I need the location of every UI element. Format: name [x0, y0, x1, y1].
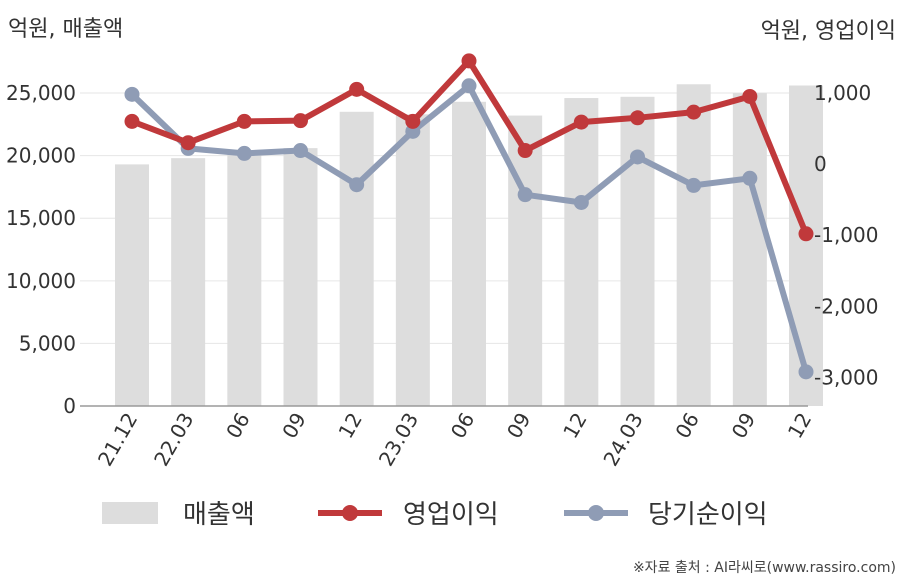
x-tick-label: 06: [221, 409, 255, 443]
x-tick-label: 09: [727, 409, 761, 443]
bar-sales: [283, 148, 318, 406]
point-operating-profit: [180, 135, 196, 151]
point-net-income: [517, 187, 533, 203]
left-tick-label: 0: [63, 394, 76, 418]
bar-sales: [789, 85, 823, 406]
bar-sales: [732, 93, 767, 406]
point-net-income: [236, 145, 252, 161]
point-operating-profit: [630, 110, 645, 126]
point-operating-profit: [293, 113, 308, 129]
point-net-income: [124, 86, 140, 102]
point-net-income: [573, 194, 589, 210]
point-operating-profit: [742, 88, 758, 104]
point-net-income: [630, 149, 645, 165]
point-net-income: [742, 170, 758, 186]
bar-sales: [452, 101, 486, 407]
bar-sales: [564, 98, 599, 407]
x-tick-label: 12: [333, 409, 367, 443]
right-axis-ticks: -3,000 -2,000 -1,000 0 1,000: [814, 81, 878, 390]
legend-swatch-sales: [102, 502, 158, 524]
point-operating-profit: [349, 81, 365, 97]
point-operating-profit: [686, 104, 702, 120]
bar-sales: [115, 164, 149, 406]
point-operating-profit: [236, 113, 252, 129]
x-tick-label: 12: [558, 409, 592, 443]
bar-sales: [227, 151, 262, 406]
point-operating-profit: [405, 113, 421, 129]
left-tick-label: 5,000: [19, 331, 76, 355]
bar-sales: [171, 158, 206, 406]
x-tick-label: 21.12: [93, 409, 142, 471]
x-tick-label: 09: [277, 409, 311, 443]
x-tick-label: 24.03: [598, 409, 647, 471]
right-tick-label: 1,000: [814, 81, 871, 105]
source-note: ※자료 출처 : AI라씨로(www.rassiro.com): [633, 560, 896, 576]
line-series: [124, 53, 814, 380]
point-operating-profit: [517, 143, 533, 159]
left-tick-label: 10,000: [6, 269, 76, 293]
x-tick-label: 22.03: [149, 409, 198, 471]
bar-sales: [508, 115, 543, 406]
point-net-income: [461, 78, 477, 94]
legend-label: 영업이익: [403, 500, 499, 530]
legend: 매출액 영업이익 당기순이익: [102, 500, 768, 530]
point-net-income: [686, 177, 702, 193]
bar-sales: [620, 96, 655, 406]
bar-series: [115, 84, 823, 407]
left-tick-label: 25,000: [6, 81, 76, 105]
left-axis-title: 억원, 매출액: [8, 17, 123, 42]
bar-sales: [395, 114, 430, 407]
legend-marker-operating-profit: [342, 505, 358, 521]
x-tick-label: 06: [670, 409, 704, 443]
x-tick-label: 23.03: [374, 409, 423, 471]
bar-sales: [339, 111, 374, 406]
point-operating-profit: [573, 114, 589, 130]
legend-label: 매출액: [183, 500, 255, 530]
x-tick-label: 09: [502, 409, 536, 443]
point-operating-profit: [124, 113, 140, 129]
point-net-income: [798, 364, 814, 380]
x-axis-ticks: 21.12 22.03 06 09 12 23.03 06 09 12 24.03 06 09 12: [93, 409, 816, 471]
point-net-income: [349, 177, 365, 193]
right-tick-label: -3,000: [814, 366, 878, 390]
point-operating-profit: [461, 53, 477, 69]
x-tick-label: 06: [446, 409, 480, 443]
right-tick-label: -1,000: [814, 223, 878, 247]
x-tick-label: 12: [783, 409, 817, 443]
legend-marker-net-income: [588, 505, 604, 521]
bar-sales: [676, 84, 711, 406]
point-operating-profit: [798, 226, 814, 242]
left-tick-label: 20,000: [6, 144, 76, 168]
point-net-income: [293, 143, 308, 159]
right-axis-title: 억원, 영업이익: [761, 19, 896, 44]
left-axis-ticks: 0 5,000 10,000 15,000 20,000 25,000: [6, 81, 76, 418]
right-tick-label: 0: [814, 152, 827, 176]
right-tick-label: -2,000: [814, 294, 878, 318]
left-tick-label: 15,000: [6, 206, 76, 230]
legend-label: 당기순이익: [648, 500, 768, 530]
